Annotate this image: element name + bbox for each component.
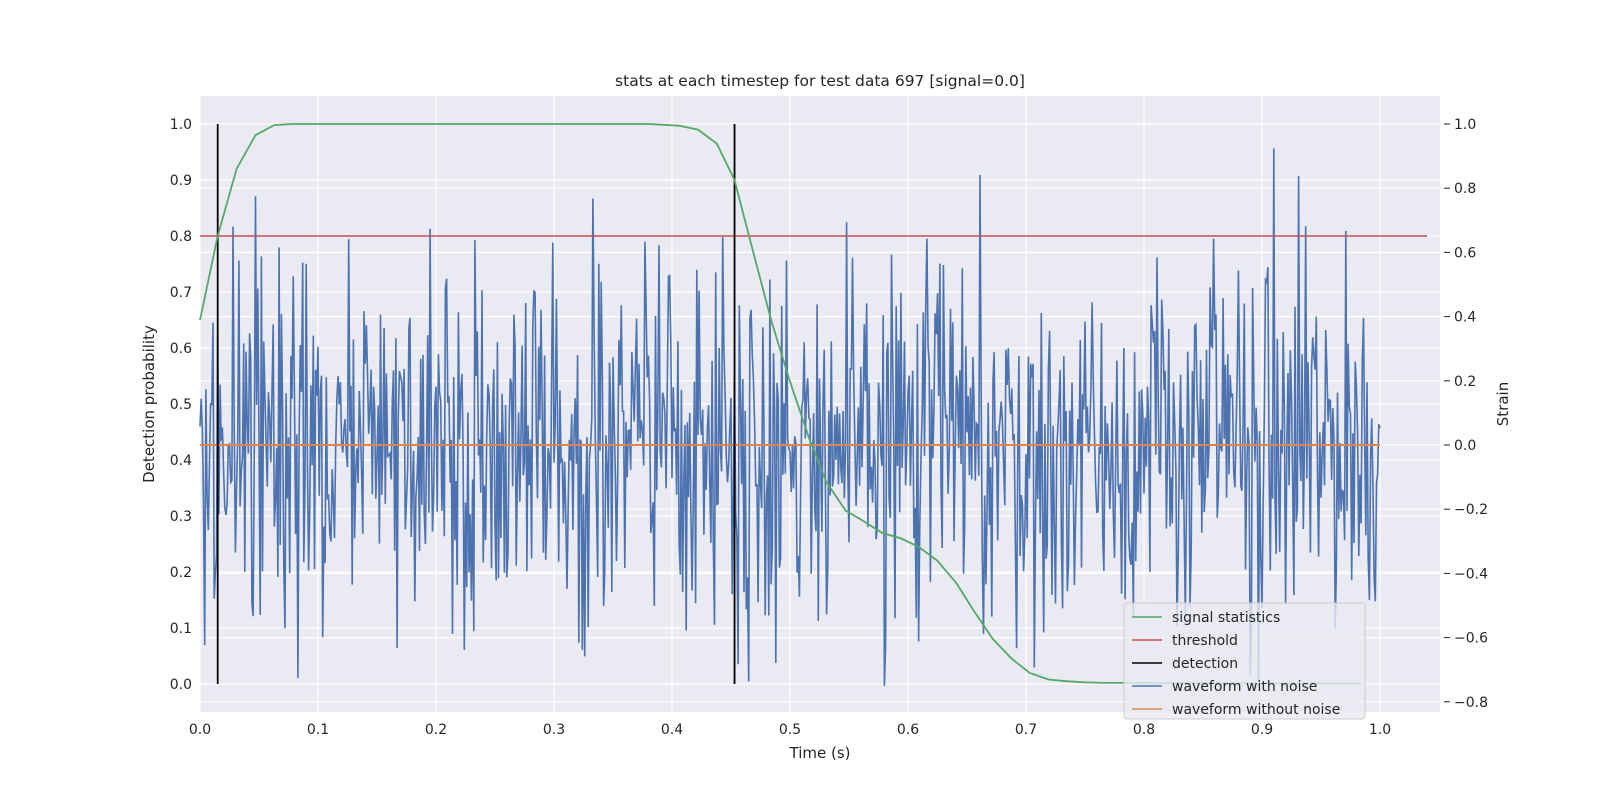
legend-label-threshold: threshold [1172,633,1238,649]
y-tick-right-1: −0.6 [1454,631,1488,647]
y-tick-left-8: 0.8 [170,229,192,245]
y-tick-right-7: 0.6 [1454,245,1476,261]
y-tick-left-10: 1.0 [170,117,192,133]
x-tick-7: 0.7 [1015,722,1037,738]
y-tick-right-3: −0.2 [1454,502,1488,518]
x-tick-6: 0.6 [897,722,919,738]
series-waveform-with-noise [199,148,1381,686]
x-tick-4: 0.4 [661,722,683,738]
x-axis-label: Time (s) [789,744,851,762]
legend-label-signal-statistics: signal statistics [1172,610,1280,626]
y-tick-right-8: 0.8 [1454,181,1476,197]
y-tick-left-9: 0.9 [170,173,192,189]
x-tick-3: 0.3 [543,722,565,738]
y-tick-left-0: 0.0 [170,677,192,693]
y-tick-left-2: 0.2 [170,565,192,581]
x-tick-8: 0.8 [1133,722,1155,738]
legend: signal statistics threshold detection wa… [1123,602,1366,720]
y-tick-right-5: 0.2 [1454,374,1476,390]
x-tick-5: 0.5 [779,722,801,738]
legend-label-waveform-without-noise: waveform without noise [1172,702,1340,718]
y-tick-left-1: 0.1 [170,621,192,637]
tick-labels: 0.0 0.1 0.2 0.3 0.4 0.5 0.6 0.7 0.8 0.9 1.0 −0.8 −0.… [170,117,1488,738]
y-tick-right-2: −0.4 [1454,566,1488,582]
x-tick-0: 0.0 [189,722,211,738]
y-axis-label-right: Strain [1494,382,1512,426]
legend-label-detection: detection [1172,656,1238,672]
x-tick-10: 1.0 [1369,722,1391,738]
y-tick-left-6: 0.6 [170,341,192,357]
y-axis-label-left: Detection probability [140,325,158,483]
x-tick-2: 0.2 [425,722,447,738]
legend-label-waveform-with-noise: waveform with noise [1172,679,1317,695]
y-tick-left-3: 0.3 [170,509,192,525]
y-tick-right-4: 0.0 [1454,438,1476,454]
x-tick-1: 0.1 [307,722,329,738]
y-tick-left-5: 0.5 [170,397,192,413]
x-tick-9: 0.9 [1251,722,1273,738]
y-tick-right-0: −0.8 [1454,695,1488,711]
series-layer [199,123,1428,686]
y-tick-right-9: 1.0 [1454,117,1476,133]
chart-title: stats at each timestep for test data 697… [615,72,1025,90]
series-signal-statistics [199,123,1362,685]
y-tick-left-7: 0.7 [170,285,192,301]
legend-box [1123,602,1366,720]
y-tick-left-4: 0.4 [170,453,192,469]
y-tick-right-6: 0.4 [1454,310,1476,326]
